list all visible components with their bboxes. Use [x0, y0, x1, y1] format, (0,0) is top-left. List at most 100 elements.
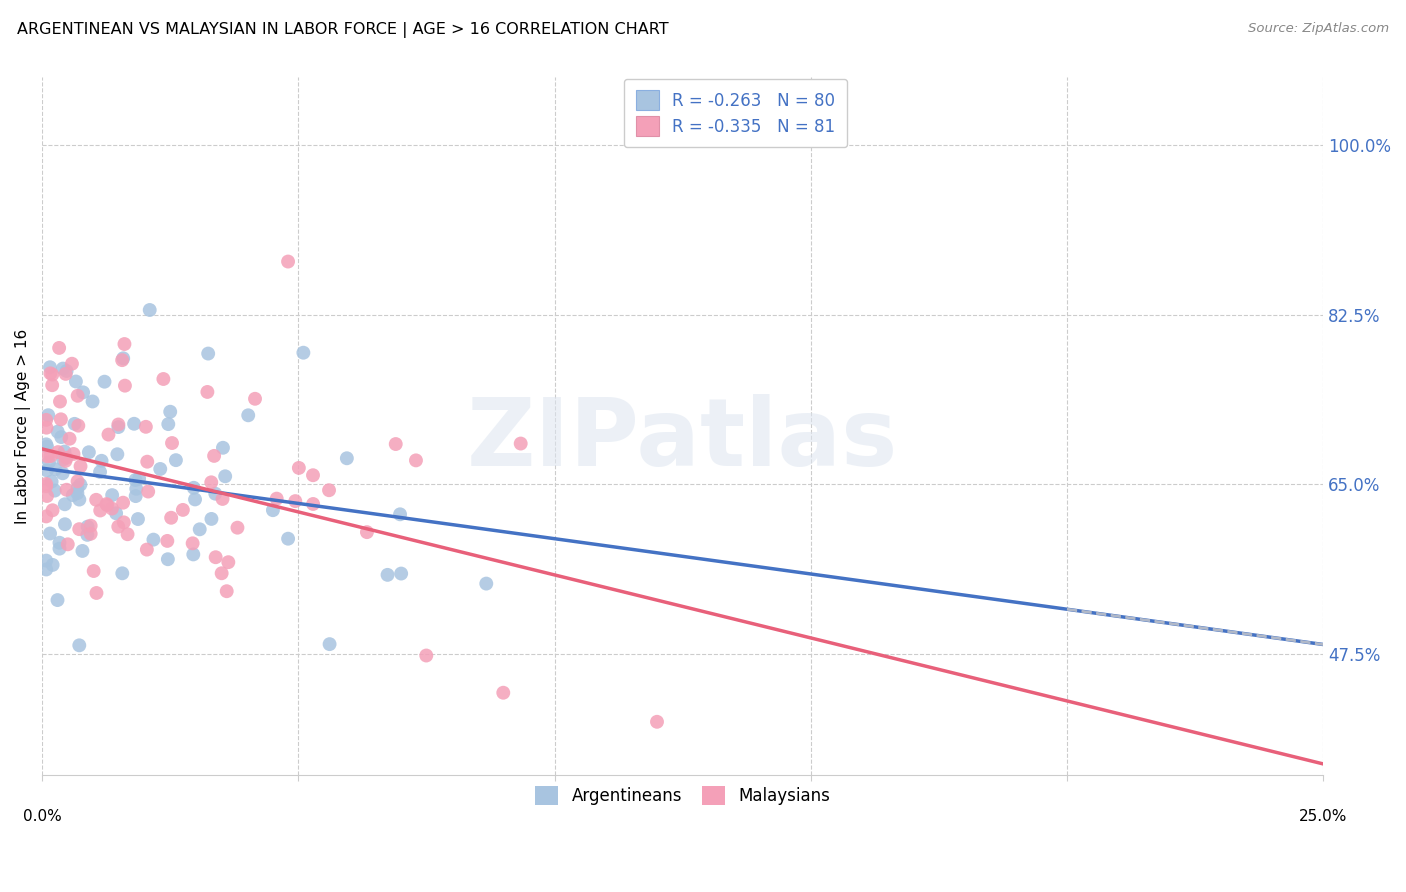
Text: 0.0%: 0.0%	[22, 809, 62, 824]
Point	[277, 254, 299, 268]
Point	[86, 586, 108, 600]
Point	[38, 455, 60, 469]
Point	[53, 497, 76, 511]
Text: 25.0%: 25.0%	[1299, 809, 1347, 824]
Point	[122, 417, 145, 431]
Point	[135, 419, 157, 434]
Point	[35, 440, 58, 454]
Point	[117, 527, 139, 541]
Point	[159, 405, 181, 419]
Point	[138, 303, 160, 318]
Point	[77, 445, 100, 459]
Point	[160, 510, 183, 524]
Point	[79, 526, 101, 541]
Point	[184, 492, 207, 507]
Point	[35, 463, 58, 477]
Point	[93, 375, 115, 389]
Point	[136, 455, 159, 469]
Point	[415, 648, 437, 663]
Point	[56, 537, 79, 551]
Point	[124, 473, 146, 487]
Point	[96, 498, 118, 512]
Point	[67, 418, 90, 433]
Point	[35, 562, 58, 576]
Point	[52, 361, 75, 376]
Point	[65, 375, 87, 389]
Point	[90, 454, 112, 468]
Point	[492, 686, 515, 700]
Point	[181, 536, 204, 550]
Text: ARGENTINEAN VS MALAYSIAN IN LABOR FORCE | AGE > 16 CORRELATION CHART: ARGENTINEAN VS MALAYSIAN IN LABOR FORCE …	[17, 22, 668, 38]
Point	[277, 532, 299, 546]
Point	[302, 497, 325, 511]
Point	[58, 432, 80, 446]
Point	[66, 481, 89, 495]
Point	[72, 544, 94, 558]
Point	[46, 445, 69, 459]
Point	[125, 482, 148, 496]
Point	[37, 450, 59, 464]
Point	[51, 430, 73, 444]
Point	[160, 436, 183, 450]
Point	[76, 528, 98, 542]
Point	[302, 468, 325, 483]
Text: ZIPatlas: ZIPatlas	[467, 394, 898, 486]
Point	[238, 409, 260, 423]
Point	[202, 449, 225, 463]
Point	[181, 548, 204, 562]
Point	[156, 552, 179, 566]
Point	[111, 566, 134, 581]
Point	[66, 389, 89, 403]
Point	[212, 441, 235, 455]
Point	[152, 372, 174, 386]
Point	[55, 367, 77, 381]
Point	[67, 522, 90, 536]
Point	[39, 526, 62, 541]
Point	[44, 462, 66, 476]
Point	[52, 452, 75, 467]
Point	[48, 341, 70, 355]
Point	[35, 420, 58, 434]
Point	[66, 486, 89, 500]
Point	[107, 519, 129, 533]
Point	[44, 483, 66, 498]
Point	[475, 576, 498, 591]
Point	[35, 489, 58, 503]
Point	[645, 714, 668, 729]
Point	[262, 503, 284, 517]
Point	[204, 550, 226, 565]
Point	[266, 491, 288, 506]
Point	[211, 566, 233, 581]
Point	[211, 491, 233, 506]
Point	[101, 488, 124, 502]
Point	[35, 553, 58, 567]
Point	[62, 447, 84, 461]
Point	[128, 472, 150, 486]
Point	[389, 508, 412, 522]
Point	[200, 512, 222, 526]
Point	[509, 436, 531, 450]
Point	[157, 417, 180, 431]
Point	[53, 517, 76, 532]
Y-axis label: In Labor Force | Age > 16: In Labor Force | Age > 16	[15, 328, 31, 524]
Point	[37, 408, 59, 422]
Point	[48, 535, 70, 549]
Point	[79, 518, 101, 533]
Point	[76, 519, 98, 533]
Point	[35, 477, 58, 491]
Point	[124, 489, 146, 503]
Point	[356, 525, 378, 540]
Point	[97, 427, 120, 442]
Point	[82, 394, 104, 409]
Point	[55, 364, 77, 378]
Legend: Argentineans, Malaysians: Argentineans, Malaysians	[529, 780, 837, 812]
Point	[67, 492, 90, 507]
Point	[41, 378, 63, 392]
Point	[149, 462, 172, 476]
Point	[405, 453, 427, 467]
Point	[35, 479, 58, 493]
Point	[214, 469, 236, 483]
Point	[41, 475, 63, 489]
Point	[62, 488, 84, 502]
Point	[215, 584, 238, 599]
